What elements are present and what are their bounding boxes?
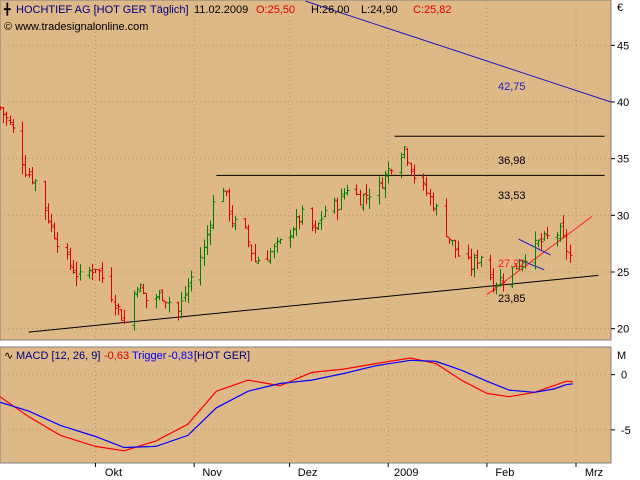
header-open: O:25,50	[256, 4, 295, 16]
price-tick-label: 20	[617, 324, 629, 336]
trend-line	[305, 0, 612, 103]
month-label: Mrz	[585, 467, 603, 479]
header-close: C:25,82	[413, 4, 452, 16]
header-marker: ╋	[3, 2, 11, 16]
macd-axis: M 0 -5	[611, 350, 631, 437]
header-low: L:24,90	[361, 4, 398, 16]
macd-panel	[0, 346, 612, 464]
price-tick-label: 25	[617, 267, 629, 279]
month-label: Okt	[105, 467, 122, 479]
price-tick-label: 30	[617, 210, 629, 222]
macd-line	[0, 357, 573, 452]
price-tick-label: 45	[617, 40, 629, 52]
trigger-value: -0,83	[168, 350, 193, 362]
label-trend-up: 27,22	[498, 258, 526, 270]
macd-unit: M	[617, 350, 626, 362]
label-trend-down: 42,75	[498, 81, 526, 93]
trend-line	[486, 216, 593, 296]
time-axis: Okt Nov Dez 2009 Feb Mrz	[94, 463, 603, 479]
currency-symbol: €	[617, 2, 623, 14]
macd-grid	[0, 347, 611, 463]
instrument-title: HOCHTIEF AG [HOT GER	[16, 4, 147, 16]
period-label: Täglich]	[150, 4, 189, 16]
label-resistance-mid: 33,53	[498, 190, 526, 202]
macd-icon: ∿	[4, 350, 13, 362]
month-label: Nov	[202, 467, 222, 479]
macd-tick-label: -5	[621, 425, 631, 437]
trigger-label: Trigger	[132, 350, 167, 362]
month-label: 2009	[394, 467, 418, 479]
price-axis: € 45 40 35 30 25 20	[611, 2, 629, 336]
price-tick-label: 40	[617, 97, 629, 109]
month-label: Dez	[298, 467, 318, 479]
macd-instrument: [HOT GER]	[194, 350, 250, 362]
label-support: 23,85	[498, 293, 526, 305]
trend-line	[518, 238, 551, 256]
header-high: H:26,00	[311, 4, 350, 16]
macd-value: -0,63	[104, 350, 129, 362]
macd-tick-label: 0	[621, 370, 627, 382]
price-bars	[0, 106, 573, 331]
price-grid	[0, 0, 611, 340]
price-panel	[0, 0, 612, 341]
trend-lines	[28, 0, 612, 333]
header-date: 11.02.2009	[194, 4, 248, 16]
macd-title: MACD [12, 26, 9]	[16, 350, 100, 362]
month-label: Feb	[495, 467, 514, 479]
trigger-line	[0, 359, 573, 449]
price-tick-label: 35	[617, 154, 629, 166]
macd-lines	[0, 357, 573, 452]
source-credit: © www.tradesignalonline.com	[4, 21, 148, 33]
label-resistance-high: 36,98	[498, 155, 526, 167]
